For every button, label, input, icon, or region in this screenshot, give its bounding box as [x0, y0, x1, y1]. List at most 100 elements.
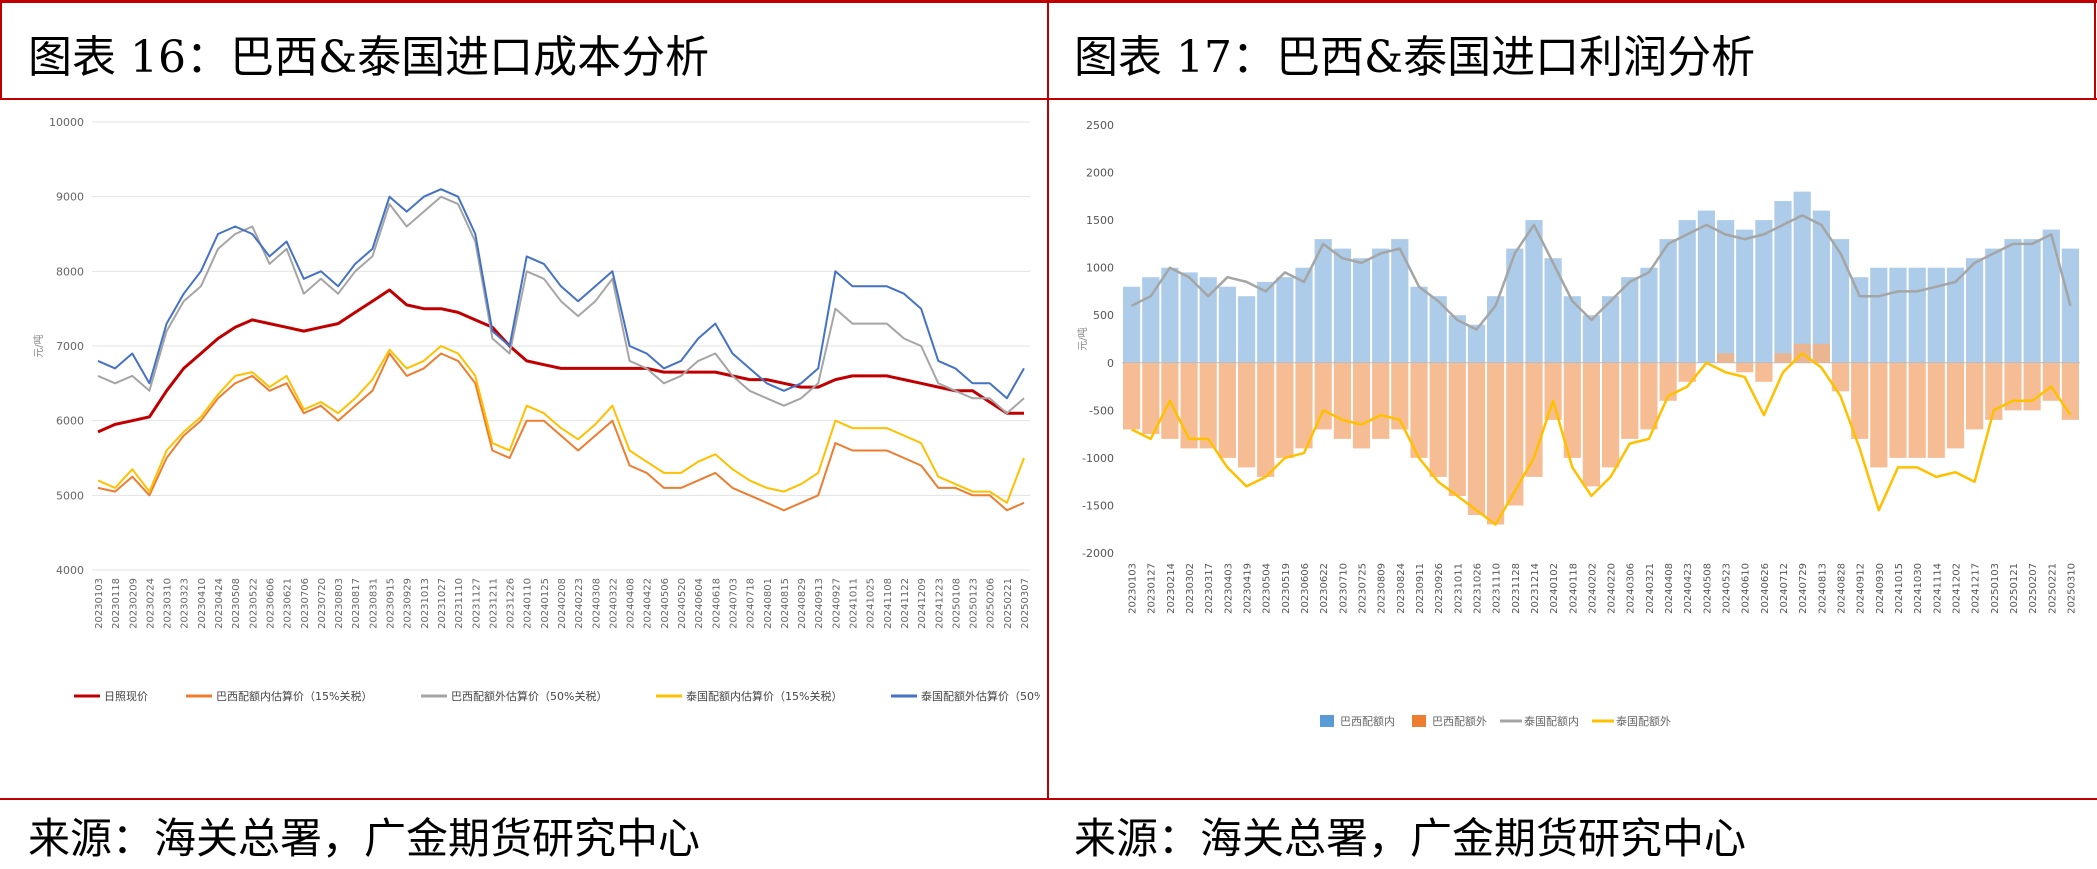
x-tick-label: 20240930	[1875, 563, 1886, 614]
bar	[1544, 258, 1562, 363]
bar	[2004, 362, 2022, 411]
bar	[1276, 277, 1294, 363]
bar	[1659, 239, 1677, 363]
bar	[1602, 296, 1620, 363]
y-tick-label: 10000	[49, 116, 84, 129]
bar	[1678, 220, 1696, 363]
x-tick-label: 20230103	[1128, 563, 1139, 614]
x-tick-label: 20231027	[437, 578, 448, 629]
x-tick-label: 20240408	[1664, 563, 1675, 614]
x-tick-label: 20240322	[608, 578, 619, 629]
x-tick-label: 20241011	[849, 578, 860, 629]
legend-label: 巴西配额外	[1432, 715, 1487, 728]
x-tick-label: 20240712	[1779, 563, 1790, 614]
x-tick-label: 20250221	[2047, 563, 2058, 614]
x-tick-label: 20240308	[591, 578, 602, 629]
bar	[1180, 362, 1198, 449]
left-edge-line	[0, 0, 2, 100]
left-source-note: 来源：海关总署，广金期货研究中心	[28, 814, 701, 863]
bar	[2042, 229, 2060, 363]
bar	[1621, 362, 1639, 439]
x-tick-label: 20230621	[283, 578, 294, 629]
y-tick-label: 4000	[56, 564, 84, 577]
x-tick-label: 20230317	[1204, 563, 1215, 614]
bar	[1793, 191, 1811, 363]
legend-label: 泰国配额内估算价（15%关税）	[686, 689, 842, 703]
bar	[1199, 362, 1217, 449]
bar	[1736, 229, 1754, 363]
bar	[1506, 362, 1524, 506]
x-tick-label: 20241025	[866, 578, 877, 629]
x-tick-label: 20230302	[1185, 563, 1196, 614]
bar	[1659, 362, 1677, 401]
bar	[1851, 277, 1869, 363]
y-axis-label: 元/吨	[1076, 327, 1089, 350]
bar	[2023, 239, 2041, 363]
x-tick-label: 20231214	[1530, 563, 1541, 614]
y-tick-label: 9000	[56, 191, 84, 204]
x-tick-label: 20230817	[351, 578, 362, 629]
bar	[1238, 296, 1256, 363]
bar	[1467, 324, 1486, 363]
bar	[1218, 362, 1236, 458]
bar	[1985, 362, 2003, 420]
bar	[1352, 258, 1371, 363]
bar	[1755, 362, 1773, 382]
series-line	[97, 352, 1025, 512]
bar	[1717, 220, 1735, 363]
bar	[1218, 286, 1236, 363]
y-tick-label: 2500	[1086, 119, 1114, 132]
right-source-note: 来源：海关总署，广金期货研究中心	[1074, 814, 1747, 863]
x-tick-label: 20241209	[917, 578, 928, 629]
bar	[1563, 362, 1581, 458]
x-tick-label: 20240202	[1587, 563, 1598, 614]
x-tick-label: 20241202	[1951, 563, 1962, 614]
x-tick-label: 20231011	[1453, 563, 1464, 614]
bar	[1870, 362, 1888, 468]
x-tick-label: 20230606	[265, 578, 276, 629]
y-tick-label: -500	[1089, 404, 1114, 417]
x-tick-label: 20250121	[2009, 563, 2020, 614]
bar	[1851, 362, 1869, 439]
x-tick-label: 20230508	[231, 578, 242, 629]
bar	[1946, 362, 1965, 449]
bar	[1736, 362, 1754, 373]
x-tick-label: 20250123	[969, 578, 980, 629]
bar	[1429, 296, 1447, 363]
x-tick-label: 20230403	[1223, 563, 1234, 614]
x-tick-label: 20240829	[797, 578, 808, 629]
bar	[1372, 248, 1390, 363]
x-tick-label: 20230710	[1338, 563, 1349, 614]
bar	[1333, 248, 1351, 363]
x-tick-label: 20240626	[1760, 563, 1771, 614]
x-tick-label: 20250103	[1990, 563, 2001, 614]
x-tick-label: 20240110	[523, 578, 534, 629]
x-tick-label: 20230214	[1166, 563, 1177, 614]
x-tick-label: 20230323	[180, 578, 191, 629]
x-tick-label: 20240506	[660, 578, 671, 629]
bar	[1314, 362, 1332, 430]
legend-swatch	[1320, 715, 1334, 727]
bar	[1429, 362, 1447, 477]
profit-bar-line-chart: -2000 -1500 -1000 -500 0 500 1000 1500 2000 2500 元…	[1076, 119, 2080, 728]
legend-label: 日照现价	[104, 690, 148, 703]
bar	[1410, 362, 1428, 458]
x-tick-label: 20230522	[248, 578, 259, 629]
bar	[1238, 362, 1256, 468]
bar	[1927, 362, 1945, 458]
x-tick-label: 20250207	[2028, 563, 2039, 614]
legend-label: 巴西配额内	[1340, 714, 1395, 728]
bar	[1678, 362, 1696, 382]
x-tick-label: 20240321	[1645, 563, 1656, 614]
bar	[1927, 267, 1945, 363]
bar	[1257, 281, 1275, 363]
x-tick-label: 20240801	[763, 578, 774, 629]
x-tick-label: 20240703	[728, 578, 739, 629]
bar	[1295, 267, 1313, 363]
legend-swatch	[1412, 715, 1426, 727]
series-line	[97, 195, 1025, 415]
left-chart: 4000 5000 6000 7000 8000 9000 10000 元/吨 20230103…	[22, 108, 1077, 750]
x-tick-label: 20231013	[420, 578, 431, 629]
x-tick-label: 20250206	[986, 578, 997, 629]
y-tick-label: 1000	[1086, 262, 1114, 275]
